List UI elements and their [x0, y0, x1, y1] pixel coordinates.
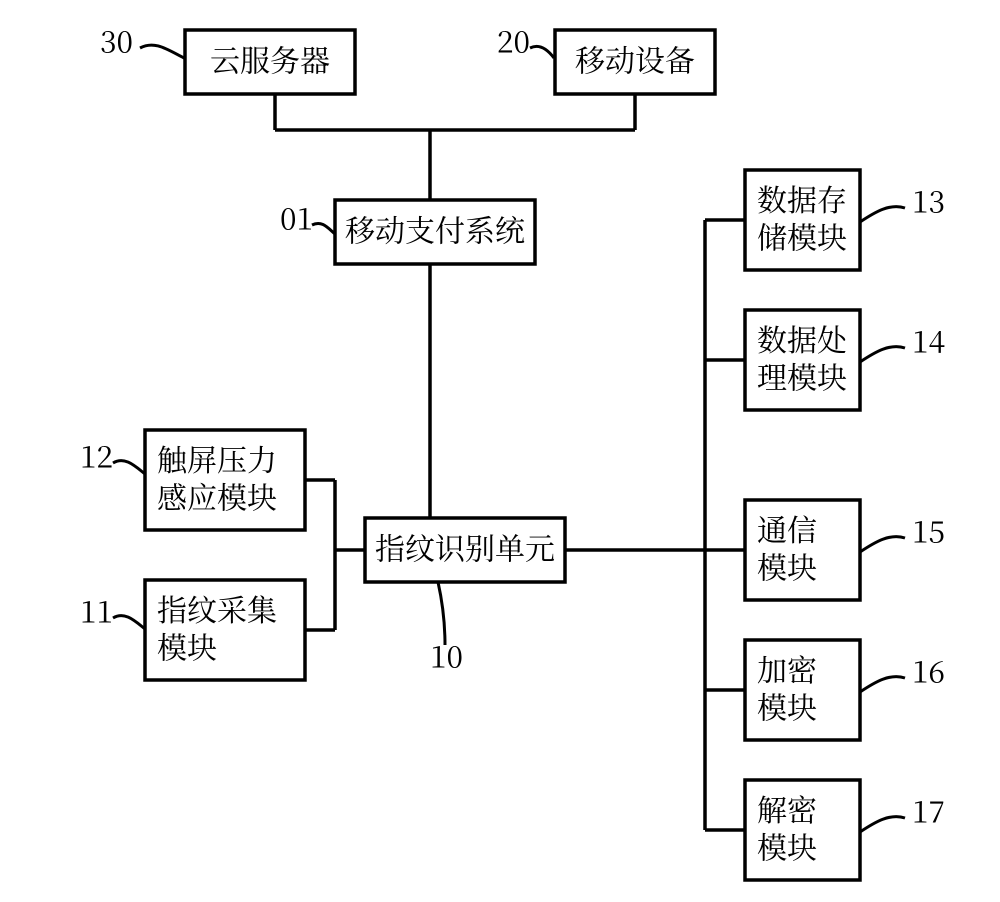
node-data_store-label-1: 储模块	[757, 213, 847, 257]
ref-11-lead	[113, 616, 145, 629]
node-encrypt-label-1: 模块	[757, 683, 817, 727]
node-pressure-label-1: 感应模块	[157, 473, 277, 517]
ref-13-lead	[860, 207, 905, 222]
node-fp_collect-label-1: 模块	[157, 623, 217, 667]
node-data_proc: 数据处理模块	[745, 310, 860, 410]
system-diagram: 云服务器 移动设备移动支付系统触屏压力感应模块指纹采集模块 指纹识别单元 数据存储模块…	[0, 0, 1000, 902]
node-payment_system: 移动支付系统	[335, 200, 535, 264]
ref-16-text: 16	[912, 648, 945, 692]
node-comm: 通信模块	[745, 500, 860, 600]
node-payment_system-label: 移动支付系统	[345, 207, 525, 251]
ref-13: 13	[860, 178, 945, 222]
ref-16-lead	[860, 677, 905, 692]
ref-20-lead	[530, 46, 554, 58]
node-pressure: 触屏压力感应模块	[145, 430, 305, 530]
ref-01-text: 01	[280, 195, 313, 239]
ref-30: 30	[100, 18, 184, 62]
node-decrypt: 解密模块	[745, 780, 860, 880]
ref-14: 14	[860, 318, 945, 362]
ref-11: 11	[80, 588, 145, 632]
ref-15: 15	[860, 508, 945, 552]
ref-10-text: 10	[430, 633, 463, 677]
ref-01: 01	[280, 195, 335, 239]
ref-11-text: 11	[80, 588, 113, 632]
ref-15-text: 15	[912, 508, 945, 552]
ref-12: 12	[80, 433, 145, 477]
node-comm-label-1: 模块	[757, 543, 817, 587]
ref-12-lead	[113, 461, 145, 474]
ref-16: 16	[860, 648, 945, 692]
node-decrypt-label-1: 模块	[757, 823, 817, 867]
ref-15-lead	[860, 537, 905, 552]
ref-17-lead	[860, 817, 905, 832]
node-fp_unit-label: 指纹识别单元	[375, 525, 555, 569]
ref-14-text: 14	[912, 318, 945, 362]
ref-20: 20	[497, 18, 554, 62]
ref-17-text: 17	[912, 788, 945, 832]
ref-20-text: 20	[497, 18, 530, 62]
node-data_store: 数据存储模块	[745, 170, 860, 270]
node-data_proc-label-1: 理模块	[757, 353, 847, 397]
ref-30-lead	[140, 45, 184, 58]
node-cloud_server: 云服务器	[185, 30, 355, 94]
ref-14-lead	[860, 347, 905, 362]
node-cloud_server-label: 云服务器	[210, 37, 330, 81]
ref-13-text: 13	[912, 178, 945, 222]
ref-17: 17	[860, 788, 945, 832]
node-mobile_device: 移动设备	[555, 30, 715, 94]
node-encrypt: 加密模块	[745, 640, 860, 740]
ref-30-text: 30	[100, 18, 133, 62]
node-mobile_device-label: 移动设备	[575, 37, 695, 81]
node-fp_collect: 指纹采集模块	[145, 580, 305, 680]
ref-12-text: 12	[80, 433, 113, 477]
ref-01-lead	[312, 223, 335, 234]
node-fp_unit: 指纹识别单元	[365, 518, 565, 582]
ref-10: 10	[430, 582, 463, 677]
